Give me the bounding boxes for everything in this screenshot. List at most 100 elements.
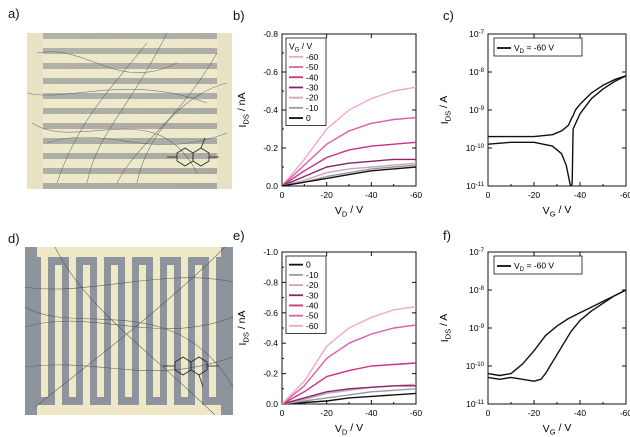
legend-entry: 0	[306, 113, 311, 123]
panel-label-a: a)	[8, 6, 20, 21]
series-line-2	[282, 141, 416, 186]
legend-entry: -60	[306, 321, 319, 331]
legend-entry: -20	[306, 280, 319, 290]
legend-entry: -30	[306, 290, 319, 300]
legend-title: VG / V	[289, 41, 313, 54]
series-line-4	[282, 362, 416, 404]
panel-label-b: b)	[233, 8, 245, 23]
legend-box	[285, 37, 327, 126]
panel-label-e: e)	[233, 228, 245, 243]
series-group	[282, 86, 416, 186]
legend-entry: -20	[306, 93, 319, 103]
chart-b-output-curves: 0 -20 -40 -60 0.0 -0.2 -0.4 -0.6 -0.8 VD / V IDS /…	[236, 29, 423, 218]
y-tick-label: 10-9	[469, 323, 485, 333]
y-tick-label: 10-11	[466, 181, 484, 191]
x-tick-label: -40	[574, 190, 587, 200]
micrograph-a	[27, 33, 232, 189]
x-tick-label: -60	[410, 408, 423, 418]
chart-e-output-curves: 0 -20 -40 -60 0.0 -0.2 -0.4 -0.6 -0.8 -1.0 VD / V I…	[236, 247, 423, 436]
series-line-0	[282, 392, 416, 404]
x-tick-label: -60	[410, 190, 423, 200]
legend: VD = -60 V	[493, 255, 583, 275]
x-tick-label: -20	[321, 408, 334, 418]
x-tick-label: 0	[486, 190, 491, 200]
plot-frame	[487, 251, 627, 405]
panel-label-d: d)	[8, 231, 20, 246]
y-tick-label: 10-10	[466, 361, 485, 371]
x-tick-label: -20	[321, 190, 334, 200]
series-line-6	[282, 306, 416, 404]
series-line-5	[282, 324, 416, 404]
y-tick-label: -0.2	[263, 143, 278, 153]
legend: 0-10-20-30-40-50-60	[285, 255, 327, 334]
y-tick-label: -0.8	[263, 29, 278, 39]
series-line-1	[488, 75, 626, 186]
x-axis-label: VG / V	[543, 204, 572, 218]
legend-entry: VD = -60 V	[514, 260, 554, 273]
legend-entry: -30	[306, 82, 319, 92]
panel-a: a)	[0, 0, 230, 205]
molecule-sketch-d	[163, 356, 219, 388]
series-group	[488, 75, 626, 186]
series-line-3	[282, 158, 416, 186]
x-tick-label: -20	[528, 408, 541, 418]
x-tick-label: 0	[280, 190, 285, 200]
series-line-1	[282, 116, 416, 186]
electrode-fingers-d	[37, 247, 221, 415]
x-axis-label: VG / V	[543, 422, 572, 436]
y-tick-label: -0.2	[263, 369, 278, 379]
series-line-3	[282, 385, 416, 404]
y-tick-label: 10-9	[469, 105, 485, 115]
legend-box	[493, 37, 583, 57]
y-tick-label: -0.8	[263, 277, 278, 287]
y-axis-label: IDS / A	[438, 314, 452, 343]
y-tick-label: 0.0	[266, 399, 278, 409]
series-group	[488, 289, 626, 382]
legend: VG / V-60-50-40-30-20-100	[285, 37, 327, 126]
legend-entry: VD = -60 V	[514, 42, 554, 55]
legend-entry: -60	[306, 52, 319, 62]
series-line-4	[282, 162, 416, 186]
y-tick-label: 10-7	[469, 247, 485, 257]
x-tick-label: 0	[280, 408, 285, 418]
chart-c-transfer-curve: 0 -20 -40 -60 10-11 10-10 10-9 10-8 10-7 VG / V ID…	[438, 29, 630, 218]
y-axis-label: IDS / nA	[236, 92, 250, 127]
nanowires-d	[25, 247, 233, 415]
x-axis-label: VD / V	[335, 422, 363, 436]
legend-entry: -10	[306, 270, 319, 280]
panel-label-f: f)	[443, 228, 451, 243]
series-group	[282, 306, 416, 404]
legend-entry: -40	[306, 72, 319, 82]
y-tick-label: 10-11	[466, 399, 484, 409]
plot-frame	[487, 33, 627, 187]
series-line-1	[282, 388, 416, 404]
panel-d: d)	[0, 225, 230, 437]
x-tick-label: 0	[486, 408, 491, 418]
y-tick-label: -1.0	[263, 247, 278, 257]
legend-entry: -40	[306, 300, 319, 310]
chart-f-transfer-curve: 0 -20 -40 -60 10-11 10-10 10-9 10-8 10-7 VG / V ID…	[438, 247, 630, 436]
y-tick-label: -0.6	[263, 67, 278, 77]
legend-entry: -50	[306, 311, 319, 321]
series-line-1	[488, 289, 626, 382]
y-tick-label: 0.0	[266, 181, 278, 191]
x-tick-label: -60	[620, 190, 630, 200]
y-tick-label: -0.4	[263, 338, 278, 348]
x-tick-label: -40	[574, 408, 587, 418]
y-tick-label: 10-8	[469, 285, 485, 295]
series-line-6	[282, 166, 416, 186]
nanowires-a	[27, 33, 228, 184]
y-tick-label: -0.6	[263, 308, 278, 318]
x-tick-label: -40	[365, 190, 378, 200]
y-axis-label: IDS / nA	[236, 310, 250, 345]
y-tick-label: 10-8	[469, 67, 485, 77]
y-axis-label: IDS / A	[438, 96, 452, 125]
legend-entry: 0	[306, 260, 311, 270]
y-tick-label: 10-10	[466, 143, 485, 153]
micrograph-d	[25, 247, 233, 415]
x-tick-label: -40	[365, 408, 378, 418]
panel-label-c: c)	[443, 8, 454, 23]
molecule-sketch-a	[167, 137, 219, 167]
series-line-0	[282, 86, 416, 186]
x-tick-label: -20	[528, 190, 541, 200]
